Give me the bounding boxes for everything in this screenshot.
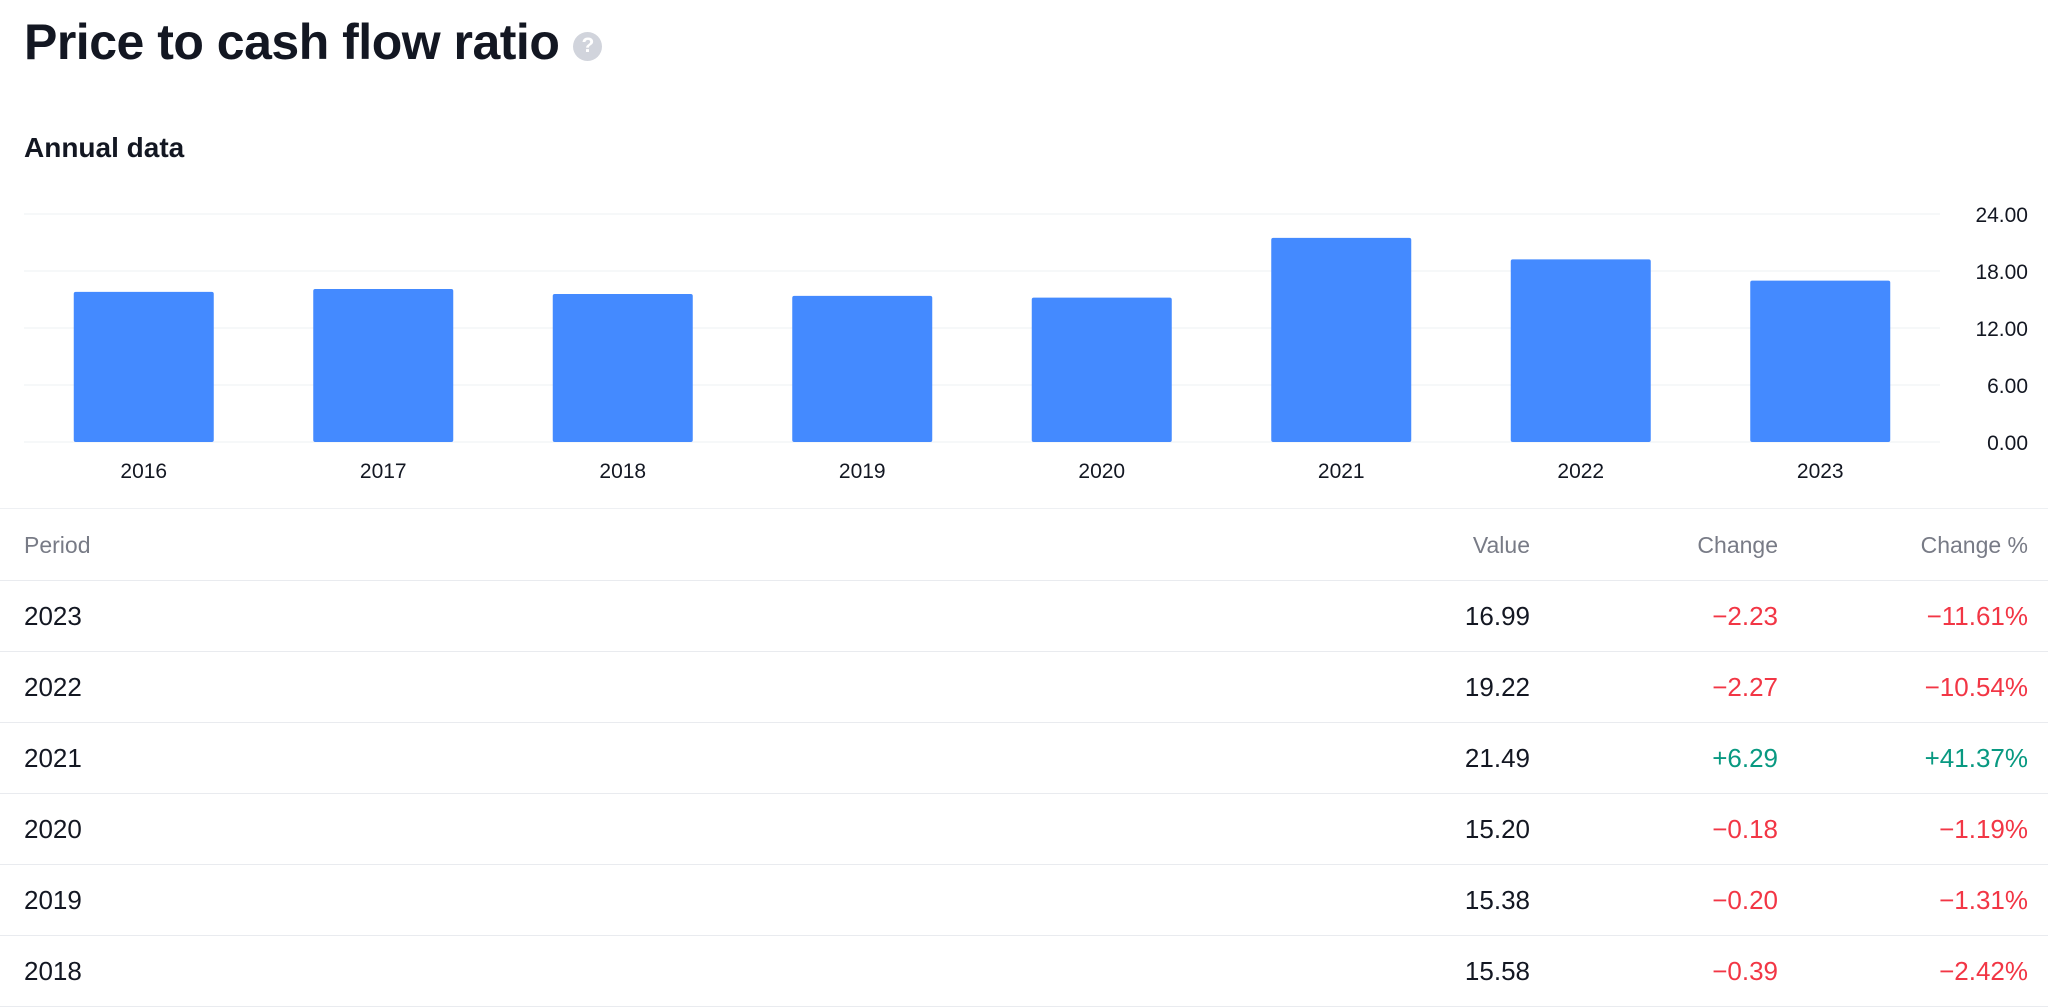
row-change-pct: −1.31% <box>1778 864 2048 936</box>
y-tick-label: 24.00 <box>1975 204 2028 227</box>
row-value: 16.99 <box>1170 580 1530 652</box>
row-change-pct: −2.42% <box>1778 935 2048 1007</box>
row-period: 2019 <box>0 864 1170 936</box>
bar-2018[interactable] <box>552 293 693 442</box>
data-table: Period Value Change Change % 2023 16.99 −2… <box>0 510 2048 1007</box>
table-row: 2018 15.58 −0.39 −2.42% <box>0 935 2048 1007</box>
row-period: 2018 <box>0 935 1170 1007</box>
row-value: 15.38 <box>1170 864 1530 936</box>
x-tick-label: 2022 <box>1557 460 1604 483</box>
row-change-pct: +41.37% <box>1778 722 2048 794</box>
table-header-row: Period Value Change Change % <box>0 510 2048 581</box>
section-title: Annual data <box>24 132 185 163</box>
bar-2016[interactable] <box>73 291 214 442</box>
row-change-pct: −1.19% <box>1778 793 2048 865</box>
title-row: Price to cash flow ratio ? <box>24 12 603 72</box>
row-change-pct: −11.61% <box>1778 580 2048 652</box>
row-value: 15.20 <box>1170 793 1530 865</box>
bar-2023[interactable] <box>1750 280 1891 442</box>
row-change: −0.18 <box>1530 793 1778 865</box>
x-tick-label: 2018 <box>599 460 646 483</box>
table-row: 2023 16.99 −2.23 −11.61% <box>0 580 2048 652</box>
header-value[interactable]: Value <box>1170 510 1530 581</box>
row-period: 2023 <box>0 580 1170 652</box>
table-row: 2019 15.38 −0.20 −1.31% <box>0 864 2048 936</box>
bar-2022[interactable] <box>1510 259 1651 442</box>
table-row: 2020 15.20 −0.18 −1.19% <box>0 793 2048 865</box>
x-tick-label: 2023 <box>1797 460 1844 483</box>
x-tick-label: 2021 <box>1318 460 1365 483</box>
row-change-pct: −10.54% <box>1778 651 2048 723</box>
bar-2019[interactable] <box>792 295 933 442</box>
x-tick-label: 2019 <box>839 460 886 483</box>
page-title: Price to cash flow ratio <box>24 14 560 70</box>
table-row: 2022 19.22 −2.27 −10.54% <box>0 651 2048 723</box>
row-period: 2022 <box>0 651 1170 723</box>
bar-chart: 0.00 6.00 12.00 18.00 24.00 2016 2017 2018 2019 2… <box>24 204 2028 483</box>
y-tick-label: 12.00 <box>1975 318 2028 341</box>
bar-2020[interactable] <box>1031 297 1172 442</box>
table-body: 2023 16.99 −2.23 −11.61% 2022 19.22 −2.27 −10.5… <box>0 580 2048 1007</box>
row-change: −2.23 <box>1530 580 1778 652</box>
y-tick-label: 0.00 <box>1987 432 2028 455</box>
row-value: 19.22 <box>1170 651 1530 723</box>
bar-2017[interactable] <box>313 289 454 442</box>
row-change: −2.27 <box>1530 651 1778 723</box>
header-period[interactable]: Period <box>0 510 1170 581</box>
table-row: 2021 21.49 +6.29 +41.37% <box>0 722 2048 794</box>
row-change: +6.29 <box>1530 722 1778 794</box>
y-tick-label: 6.00 <box>1987 375 2028 398</box>
row-value: 21.49 <box>1170 722 1530 794</box>
row-value: 15.58 <box>1170 935 1530 1007</box>
row-period: 2021 <box>0 722 1170 794</box>
x-tick-label: 2016 <box>120 460 167 483</box>
chart-table-divider <box>0 508 2048 509</box>
row-change: −0.20 <box>1530 864 1778 936</box>
row-change: −0.39 <box>1530 935 1778 1007</box>
header-change-pct[interactable]: Change % <box>1778 510 2048 581</box>
header-change[interactable]: Change <box>1530 510 1778 581</box>
x-tick-label: 2020 <box>1078 460 1125 483</box>
bar-2021[interactable] <box>1271 237 1412 442</box>
x-tick-label: 2017 <box>360 460 407 483</box>
y-tick-label: 18.00 <box>1975 261 2028 284</box>
row-period: 2020 <box>0 793 1170 865</box>
help-icon[interactable]: ? <box>573 31 603 61</box>
